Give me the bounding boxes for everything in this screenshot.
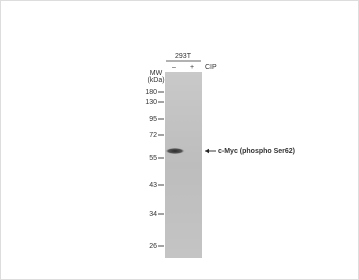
- page: {"header": {"cell_line": "293T", "lanes"…: [0, 0, 359, 280]
- figure: 293T – + CIP MW (kDa) c-Myc (phospho Ser…: [0, 0, 359, 280]
- blot: [165, 72, 202, 258]
- lane-label: +: [190, 64, 194, 71]
- marker-label: 130: [145, 99, 157, 106]
- marker-label: 55: [149, 155, 157, 162]
- marker-label: 72: [149, 132, 157, 139]
- mw-title: MW: [150, 70, 163, 77]
- band-label: c-Myc (phospho Ser62): [218, 148, 295, 155]
- band: [165, 148, 185, 154]
- marker-label: 95: [149, 116, 157, 123]
- lane-label: –: [172, 64, 176, 71]
- cell-line: 293T: [175, 53, 192, 60]
- treatment: CIP: [205, 64, 217, 71]
- marker-label: 180: [145, 89, 157, 96]
- mw-unit: (kDa): [147, 77, 164, 84]
- marker-label: 43: [149, 182, 157, 189]
- marker-label: 34: [149, 211, 157, 218]
- marker-label: 26: [149, 243, 157, 250]
